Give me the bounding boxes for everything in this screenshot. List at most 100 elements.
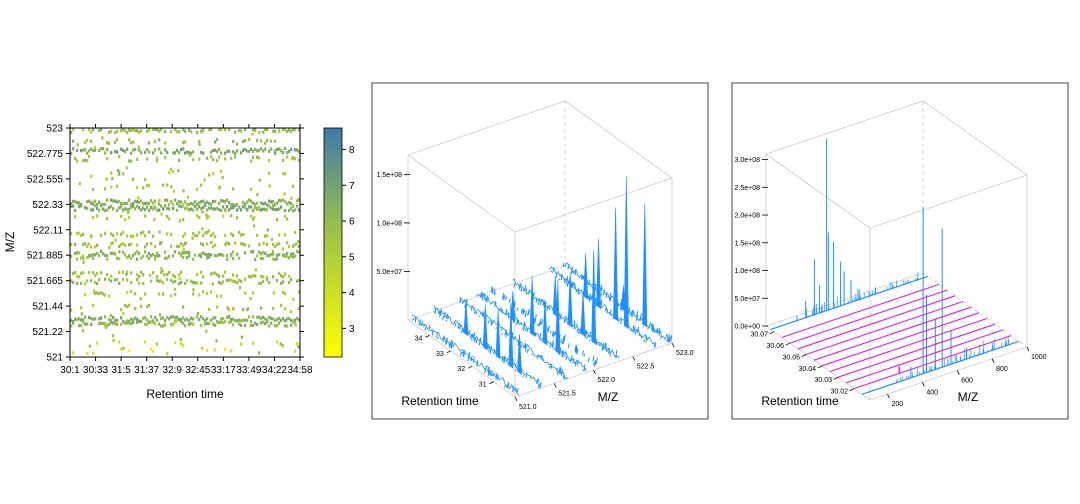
heatmap-cell <box>266 254 269 258</box>
heatmap-cell <box>72 351 75 355</box>
heatmap-cell <box>244 291 247 295</box>
heatmap-cell <box>93 146 96 150</box>
surface3d-noise <box>475 338 478 344</box>
heatmap-cell <box>178 204 181 208</box>
heatmap-cell <box>232 307 235 311</box>
heatmap-cell <box>150 347 153 351</box>
heatmap-cell <box>252 201 255 205</box>
heatmap-cell <box>266 277 269 282</box>
heatmap-cell <box>154 316 157 320</box>
heatmap-cell <box>198 253 201 257</box>
heatmap-cell <box>220 253 223 257</box>
surface3d-noise <box>513 283 516 288</box>
heatmap-y-tick-label: 521.665 <box>27 276 64 287</box>
heatmap-cell <box>74 156 77 161</box>
heatmap-cell <box>102 202 105 207</box>
heatmap-cell <box>198 142 201 147</box>
heatmap-cell <box>70 151 73 155</box>
heatmap-cell <box>98 200 101 204</box>
heatmap-cell <box>120 205 123 209</box>
heatmap-cell <box>176 244 179 248</box>
heatmap-cell <box>230 232 233 236</box>
heatmap-cell <box>114 140 117 144</box>
heatmap-cell <box>172 315 175 319</box>
heatmap-cell <box>252 217 255 221</box>
surface3d-peak <box>567 272 573 328</box>
heatmap-cell <box>178 151 181 155</box>
surface3d-noise <box>513 337 515 340</box>
heatmap-cell <box>292 255 295 259</box>
heatmap-cell <box>256 193 259 197</box>
heatmap-cell <box>206 230 209 235</box>
heatmap-cell <box>202 317 205 321</box>
heatmap-cell <box>78 324 81 328</box>
heatmap-cell <box>212 157 215 162</box>
heatmap-cell <box>150 254 153 258</box>
spectra3d-box-edge <box>765 100 924 155</box>
surface3d-noise <box>609 292 612 299</box>
heatmap-cell <box>192 257 195 261</box>
surface3d-noise <box>470 355 473 362</box>
heatmap-cell <box>176 202 179 206</box>
heatmap-cell <box>152 252 155 257</box>
heatmap-cell <box>114 278 117 282</box>
surface3d-y-tick-label: 522.5 <box>637 364 655 371</box>
heatmap-cell <box>282 128 285 132</box>
heatmap-cell <box>112 233 115 237</box>
heatmap-cell <box>214 207 217 211</box>
surface3d-noise <box>590 285 593 288</box>
heatmap-cell <box>86 255 89 260</box>
heatmap-cell <box>282 150 285 155</box>
surface3d-y-tick-label: 522.0 <box>598 377 616 384</box>
heatmap-cell <box>286 217 289 221</box>
spectrum-line <box>845 329 1004 384</box>
heatmap-cell <box>254 128 257 132</box>
heatmap-cell <box>262 320 265 324</box>
heatmap-cell <box>96 291 99 295</box>
heatmap-cell <box>70 231 73 236</box>
heatmap-cell <box>253 224 256 228</box>
heatmap-cell <box>146 183 149 187</box>
surface3d-x-tick <box>468 365 473 369</box>
surface3d-noise <box>472 356 475 363</box>
spectra3d-x-tick <box>849 388 855 391</box>
surface3d-noise <box>428 325 431 329</box>
heatmap-cell <box>198 201 201 205</box>
heatmap-cell <box>270 147 273 151</box>
heatmap-cell <box>86 151 89 155</box>
heatmap-cell <box>256 322 259 327</box>
heatmap-cell <box>86 351 89 355</box>
heatmap-cell <box>266 138 269 142</box>
heatmap-cell <box>248 137 251 142</box>
heatmap-cell <box>278 242 281 246</box>
heatmap-cell <box>86 322 89 326</box>
surface3d-noise <box>576 348 579 355</box>
heatmap-cell <box>138 200 141 204</box>
heatmap-cell <box>272 317 275 321</box>
heatmap-cell <box>160 317 163 321</box>
surface3d-noise <box>620 318 623 325</box>
surface3d-noise <box>479 312 482 315</box>
heatmap-cell <box>282 317 285 321</box>
surface3d-box-edge <box>564 100 673 179</box>
heatmap-cell <box>118 206 121 210</box>
heatmap-cell <box>212 172 215 176</box>
heatmap-cell <box>130 242 133 246</box>
heatmap-cell <box>252 250 255 254</box>
surface3d-y-tick-label: 523.0 <box>676 350 694 357</box>
heatmap-cell <box>128 254 131 258</box>
heatmap-cell <box>166 277 169 281</box>
heatmap-cell <box>93 291 96 296</box>
heatmap-cell <box>244 277 247 281</box>
heatmap-cell <box>90 174 93 178</box>
heatmap-cell <box>92 271 95 275</box>
heatmap-cell <box>72 280 75 284</box>
heatmap-cell <box>258 281 261 286</box>
heatmap-cell <box>288 128 291 132</box>
heatmap-cell <box>270 206 273 210</box>
heatmap-cell <box>194 200 197 204</box>
heatmap-cell <box>152 201 155 205</box>
heatmap-cell <box>220 199 223 203</box>
heatmap-cell <box>182 248 185 252</box>
surface3d-axes: 5.0e+071.0e+081.5e+0831323334521.0521.55… <box>377 172 694 411</box>
